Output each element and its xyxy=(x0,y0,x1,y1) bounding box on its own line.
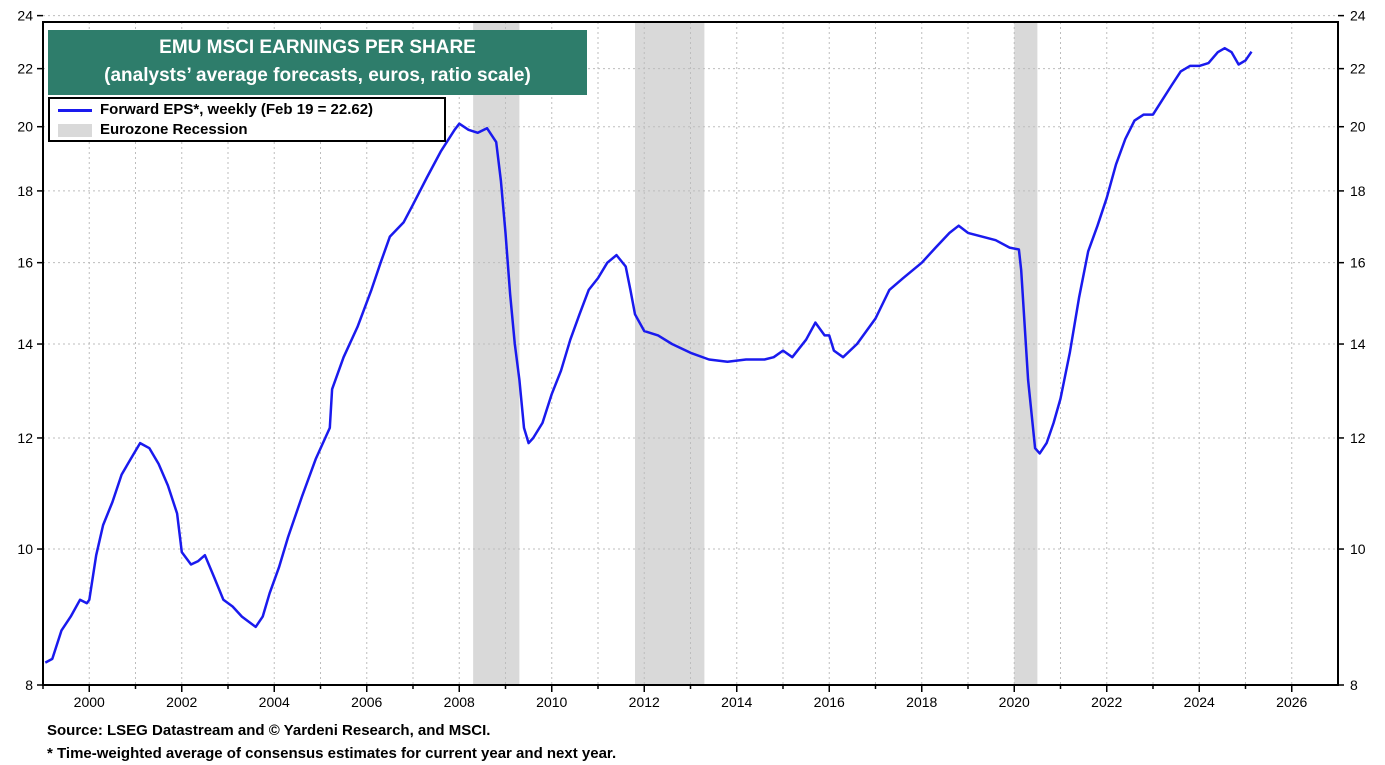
recession-band-1 xyxy=(473,23,520,684)
y-tick-label-right: 12 xyxy=(1350,430,1366,446)
y-tick-label-right: 14 xyxy=(1350,336,1366,352)
y-tick-label-left: 20 xyxy=(17,119,33,135)
x-tick-label: 2002 xyxy=(166,694,197,710)
chart-title: EMU MSCI EARNINGS PER SHARE (analysts’ a… xyxy=(48,30,587,95)
x-tick-label: 2000 xyxy=(74,694,105,710)
chart-title-line1: EMU MSCI EARNINGS PER SHARE xyxy=(159,37,476,58)
x-tick-label: 2020 xyxy=(999,694,1030,710)
legend-label-eps: Forward EPS*, weekly (Feb 19 = 22.62) xyxy=(100,101,374,118)
x-tick-label: 2006 xyxy=(351,694,382,710)
y-tick-label-left: 18 xyxy=(17,183,33,199)
y-tick-label-left: 10 xyxy=(17,541,33,557)
x-tick-label: 2004 xyxy=(259,694,290,710)
y-tick-label-left: 16 xyxy=(17,255,33,271)
legend-item-recession: Eurozone Recession xyxy=(58,120,248,140)
x-tick-label: 2024 xyxy=(1184,694,1215,710)
x-tick-label: 2012 xyxy=(629,694,660,710)
y-tick-label-left: 8 xyxy=(25,677,33,693)
legend: Forward EPS*, weekly (Feb 19 = 22.62) Eu… xyxy=(48,97,446,142)
footnote: * Time-weighted average of consensus est… xyxy=(47,745,617,762)
y-tick-label-right: 8 xyxy=(1350,677,1358,693)
legend-item-eps: Forward EPS*, weekly (Feb 19 = 22.62) xyxy=(58,100,373,120)
y-tick-label-left: 12 xyxy=(17,430,33,446)
y-tick-label-right: 10 xyxy=(1350,541,1366,557)
x-tick-label: 2008 xyxy=(444,694,475,710)
legend-label-recession: Eurozone Recession xyxy=(100,121,248,138)
legend-area-swatch xyxy=(58,123,92,137)
series-line-1 xyxy=(44,46,1253,664)
y-tick-label-left: 22 xyxy=(17,61,33,77)
y-tick-label-right: 20 xyxy=(1350,119,1366,135)
x-tick-label: 2010 xyxy=(536,694,567,710)
y-tick-label-right: 18 xyxy=(1350,183,1366,199)
legend-line-swatch xyxy=(58,108,92,112)
x-tick-label: 2026 xyxy=(1276,694,1307,710)
x-axis: 2000 2002 2004 2006 2008 2010 2012 2014 2016 2018… xyxy=(42,685,1308,710)
y-tick-label-right: 16 xyxy=(1350,255,1366,271)
x-tick-label: 2022 xyxy=(1091,694,1122,710)
y-tick-label-right: 22 xyxy=(1350,61,1366,77)
y-tick-label-left: 14 xyxy=(17,336,33,352)
source-note: Source: LSEG Datastream and © Yardeni Re… xyxy=(47,722,491,739)
x-tick-label: 2016 xyxy=(814,694,845,710)
y-axis: 8 8 10 10 12 12 14 14 16 16 18 18 20 20 22 22 24 24 xyxy=(17,8,1365,693)
series-layer xyxy=(44,46,1253,664)
y-tick-label-right: 24 xyxy=(1350,8,1366,24)
x-tick-label: 2014 xyxy=(721,694,752,710)
y-tick-label-left: 24 xyxy=(17,8,33,24)
x-tick-label: 2018 xyxy=(906,694,937,710)
chart-subtitle: (analysts’ average forecasts, euros, rat… xyxy=(104,65,531,86)
